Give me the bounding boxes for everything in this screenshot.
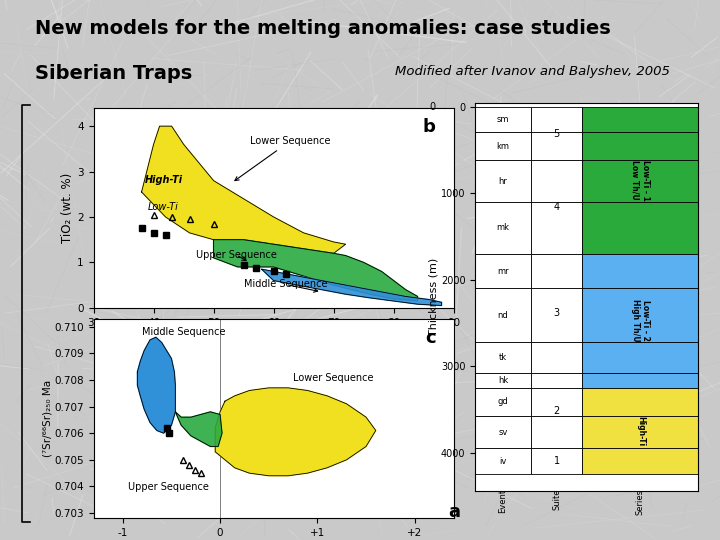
Text: tk: tk <box>499 353 507 362</box>
Text: sv: sv <box>498 428 508 437</box>
Text: Upper Sequence: Upper Sequence <box>196 250 276 260</box>
Polygon shape <box>176 412 222 447</box>
Y-axis label: TiO₂ (wt. %): TiO₂ (wt. %) <box>61 173 74 243</box>
Text: nd: nd <box>498 310 508 320</box>
Polygon shape <box>214 240 418 301</box>
Text: sm: sm <box>497 115 509 124</box>
Bar <box>531 254 582 288</box>
Bar <box>582 160 698 202</box>
Bar <box>475 202 531 254</box>
Bar <box>582 342 698 373</box>
Text: Middle Sequence: Middle Sequence <box>243 279 327 292</box>
Text: 0: 0 <box>429 102 435 112</box>
Text: hk: hk <box>498 376 508 385</box>
Bar <box>582 373 698 388</box>
Text: Suite: Suite <box>552 489 561 510</box>
Bar <box>582 254 698 288</box>
Text: Low-Ti: Low-Ti <box>148 202 179 212</box>
Text: Low-Ti - 1
Low Th/U: Low-Ti - 1 Low Th/U <box>631 160 650 201</box>
Bar <box>475 373 531 388</box>
Text: High-Ti: High-Ti <box>145 175 183 185</box>
Bar <box>475 107 531 132</box>
Bar <box>531 202 582 254</box>
Text: Modified after Ivanov and Balyshev, 2005: Modified after Ivanov and Balyshev, 2005 <box>395 65 670 78</box>
Text: iv: iv <box>500 457 507 465</box>
Text: Series: Series <box>636 489 645 515</box>
Y-axis label: (⁷Sr/⁶⁶Sr)₂₅₀ Ma: (⁷Sr/⁶⁶Sr)₂₅₀ Ma <box>43 380 53 457</box>
Text: Event: Event <box>498 489 508 513</box>
Text: Lower Sequence: Lower Sequence <box>293 373 374 383</box>
Text: New models for the melting anomalies: case studies: New models for the melting anomalies: ca… <box>35 18 611 38</box>
Bar <box>531 288 582 342</box>
Bar <box>531 388 582 416</box>
Bar <box>582 288 698 342</box>
Bar <box>475 448 531 474</box>
Text: mk: mk <box>497 224 510 232</box>
Text: b: b <box>423 118 436 136</box>
Bar <box>531 132 582 160</box>
Bar <box>531 373 582 388</box>
Bar <box>475 254 531 288</box>
Text: gd: gd <box>498 397 508 407</box>
Text: Middle Sequence: Middle Sequence <box>143 327 226 336</box>
Bar <box>475 132 531 160</box>
Bar <box>475 342 531 373</box>
Bar <box>475 160 531 202</box>
Polygon shape <box>138 338 176 433</box>
Bar <box>475 288 531 342</box>
Text: 3: 3 <box>554 308 559 319</box>
Bar <box>582 202 698 254</box>
Y-axis label: Thickness (m): Thickness (m) <box>428 258 438 336</box>
Text: c: c <box>425 328 436 347</box>
Text: a: a <box>449 503 460 521</box>
Text: 5: 5 <box>554 129 559 139</box>
Bar <box>531 448 582 474</box>
Bar <box>531 107 582 132</box>
Polygon shape <box>142 126 346 253</box>
Bar <box>531 160 582 202</box>
Bar <box>582 388 698 416</box>
Text: 2: 2 <box>554 406 559 416</box>
Polygon shape <box>261 269 441 306</box>
Text: Siberian Traps: Siberian Traps <box>35 64 192 83</box>
X-axis label: Mg - number: Mg - number <box>234 330 313 343</box>
Bar <box>582 416 698 448</box>
Bar <box>531 342 582 373</box>
Text: 4: 4 <box>554 202 559 212</box>
Text: mr: mr <box>498 267 509 275</box>
Bar <box>582 107 698 132</box>
Bar <box>582 448 698 474</box>
Text: Lower Sequence: Lower Sequence <box>235 136 330 180</box>
Bar <box>582 132 698 160</box>
Bar <box>475 416 531 448</box>
Text: hr: hr <box>499 177 508 186</box>
Text: Low-Ti - 2
High Th/U: Low-Ti - 2 High Th/U <box>631 300 650 342</box>
Bar <box>475 388 531 416</box>
Text: High-Ti: High-Ti <box>636 416 645 446</box>
Polygon shape <box>215 388 376 476</box>
Text: km: km <box>497 141 510 151</box>
Text: 1: 1 <box>554 456 559 466</box>
Bar <box>531 416 582 448</box>
Text: Upper Sequence: Upper Sequence <box>127 482 209 492</box>
